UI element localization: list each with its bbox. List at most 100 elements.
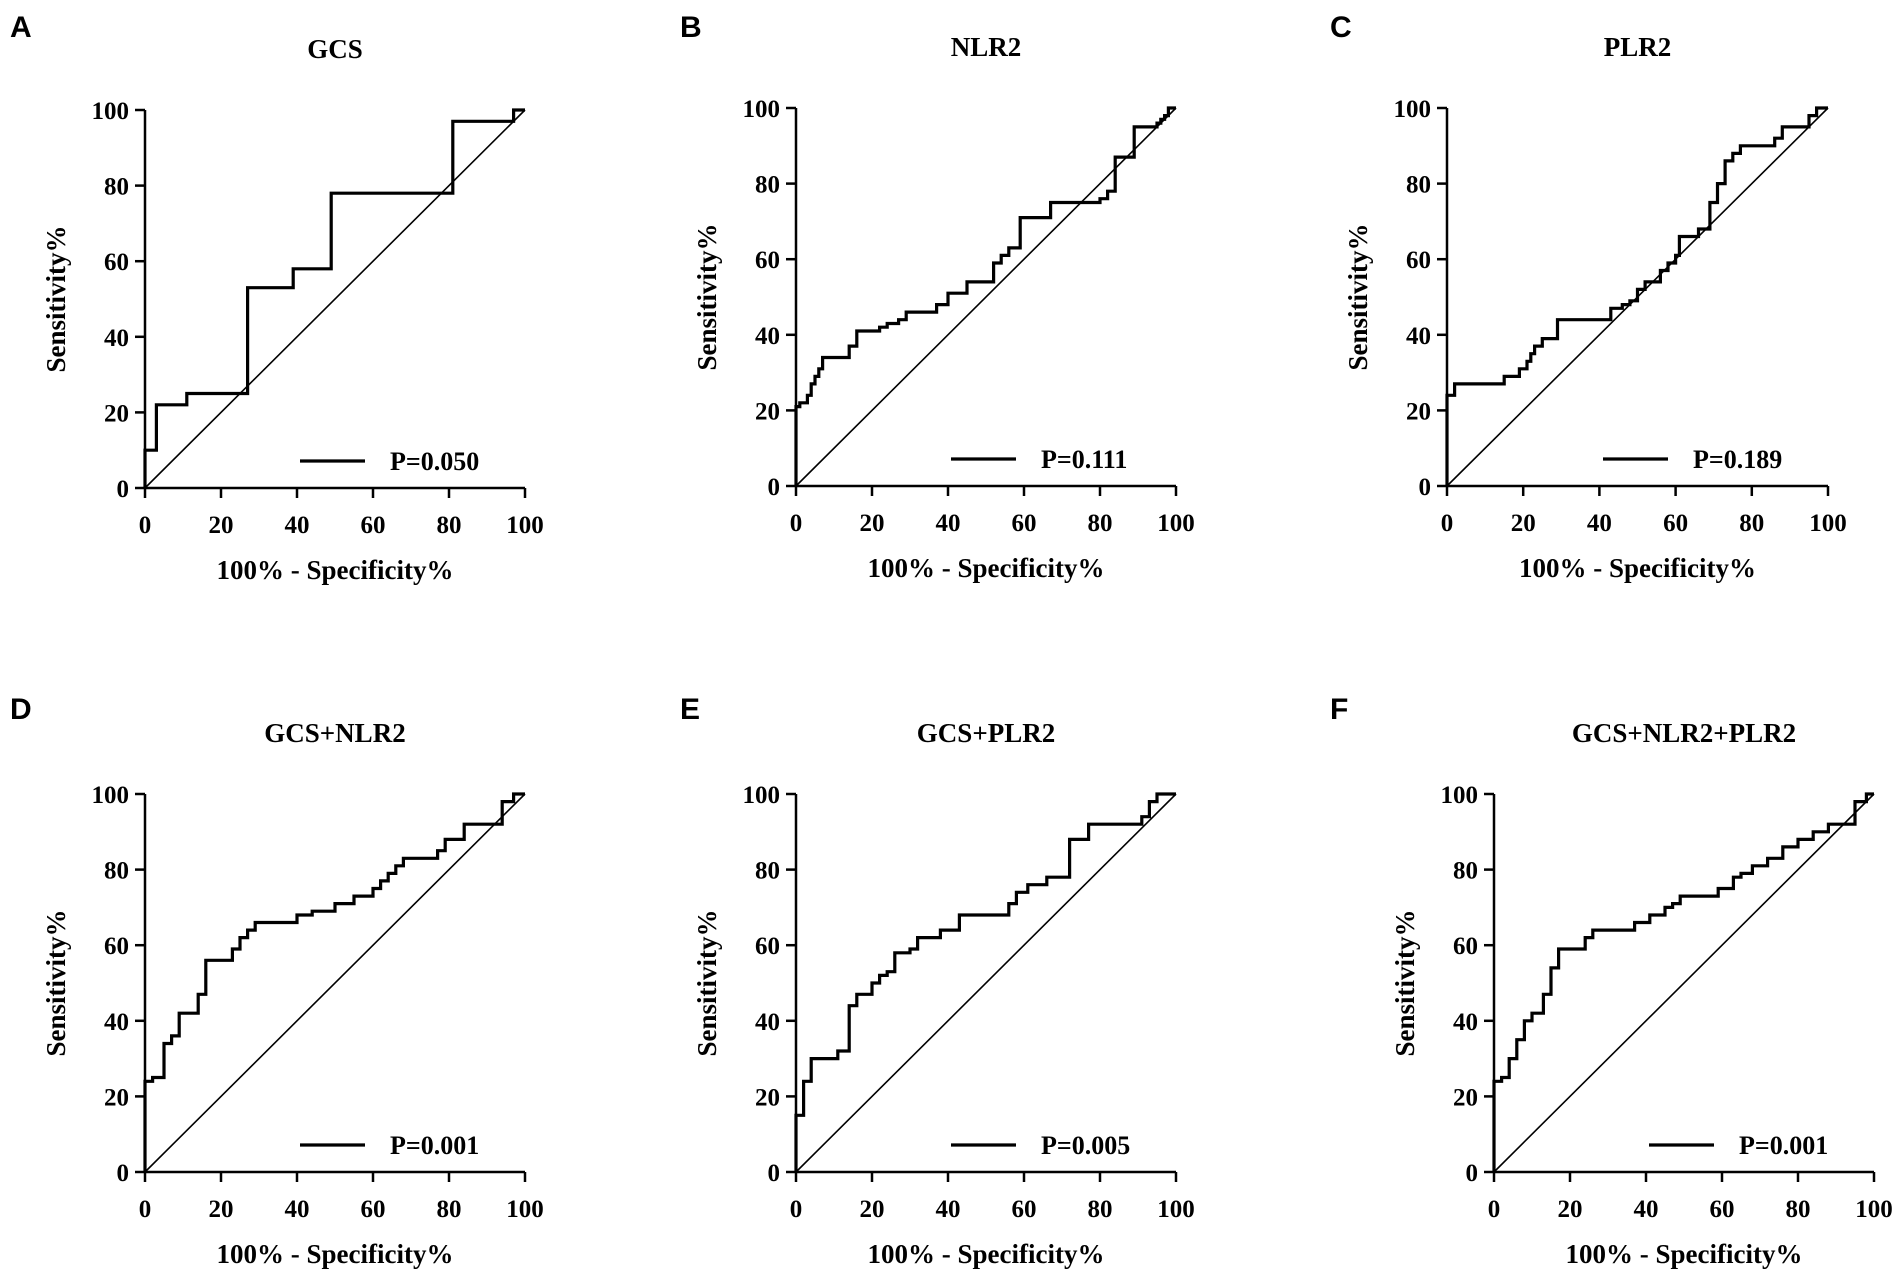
y-axis-title: Sensitivity% bbox=[1343, 223, 1373, 370]
y-tick-label: 60 bbox=[1406, 247, 1431, 274]
chart-title: NLR2 bbox=[951, 32, 1022, 62]
panel-letter: F bbox=[1330, 693, 1348, 726]
y-tick-label: 40 bbox=[104, 325, 129, 352]
chart-title: GCS+NLR2 bbox=[264, 718, 405, 748]
y-tick-label: 80 bbox=[755, 858, 780, 885]
y-tick-label: 0 bbox=[768, 1160, 781, 1187]
roc-panel-e: E GCS+PLR2 0 20 40 60 80 100 0 20 40 60 80 100 100% - … bbox=[680, 693, 1195, 1269]
x-tick-label: 100 bbox=[506, 1196, 544, 1223]
x-tick-label: 40 bbox=[285, 1196, 310, 1223]
chart-title: GCS+PLR2 bbox=[917, 718, 1055, 748]
x-tick-label: 80 bbox=[437, 512, 462, 539]
y-tick-label: 100 bbox=[743, 96, 781, 123]
roc-panel-d: D GCS+NLR2 0 20 40 60 80 100 0 20 40 60 80 100 100% - … bbox=[10, 693, 544, 1269]
chart-title: PLR2 bbox=[1604, 32, 1672, 62]
panel-letter: D bbox=[10, 693, 32, 726]
x-tick-label: 40 bbox=[936, 1196, 961, 1223]
x-tick-label: 100 bbox=[1157, 510, 1195, 537]
y-tick-label: 60 bbox=[755, 933, 780, 960]
y-axis-title: Sensitivity% bbox=[692, 223, 722, 370]
x-axis-title: 100% - Specificity% bbox=[217, 1239, 454, 1269]
legend-p-value: P=0.001 bbox=[390, 1131, 479, 1160]
chart-title: GCS+NLR2+PLR2 bbox=[1572, 718, 1796, 748]
y-tick-label: 100 bbox=[1441, 782, 1479, 809]
x-tick-label: 80 bbox=[437, 1196, 462, 1223]
roc-curve-d bbox=[143, 792, 525, 1172]
roc-curve-a bbox=[143, 108, 525, 488]
x-tick-label: 80 bbox=[1088, 1196, 1113, 1223]
reference-diagonal bbox=[144, 109, 526, 489]
y-axis-title: Sensitivity% bbox=[41, 909, 71, 1056]
y-tick-label: 0 bbox=[117, 476, 130, 503]
x-tick-label: 20 bbox=[860, 510, 885, 537]
x-axis-title: 100% - Specificity% bbox=[868, 553, 1105, 583]
x-tick-label: 40 bbox=[1587, 510, 1612, 537]
x-axis-title: 100% - Specificity% bbox=[217, 555, 454, 585]
roc-curve-b bbox=[794, 106, 1176, 486]
reference-diagonal bbox=[795, 107, 1177, 487]
x-tick-label: 60 bbox=[361, 512, 386, 539]
y-tick-label: 80 bbox=[1406, 172, 1431, 199]
x-tick-label: 0 bbox=[790, 1196, 803, 1223]
x-tick-label: 60 bbox=[1663, 510, 1688, 537]
x-tick-label: 20 bbox=[1558, 1196, 1583, 1223]
y-tick-label: 60 bbox=[104, 249, 129, 276]
legend-p-value: P=0.111 bbox=[1041, 445, 1127, 474]
x-tick-label: 80 bbox=[1786, 1196, 1811, 1223]
reference-diagonal bbox=[144, 793, 526, 1173]
y-tick-label: 80 bbox=[104, 858, 129, 885]
y-tick-label: 0 bbox=[117, 1160, 130, 1187]
y-tick-label: 80 bbox=[755, 172, 780, 199]
y-tick-label: 20 bbox=[1406, 398, 1431, 425]
legend-p-value: P=0.005 bbox=[1041, 1131, 1130, 1160]
y-tick-label: 20 bbox=[104, 400, 129, 427]
y-tick-label: 60 bbox=[104, 933, 129, 960]
x-tick-label: 60 bbox=[1012, 1196, 1037, 1223]
x-tick-label: 20 bbox=[209, 1196, 234, 1223]
x-axis-title: 100% - Specificity% bbox=[1519, 553, 1756, 583]
roc-panel-c: C PLR2 0 20 40 60 80 100 0 20 40 60 80 100 100% - Spec… bbox=[1330, 11, 1847, 583]
roc-curve-f bbox=[1492, 792, 1874, 1172]
x-tick-label: 100 bbox=[1855, 1196, 1893, 1223]
y-tick-label: 80 bbox=[104, 174, 129, 201]
y-tick-label: 80 bbox=[1453, 858, 1478, 885]
panel-letter: B bbox=[680, 11, 702, 44]
x-tick-label: 20 bbox=[860, 1196, 885, 1223]
y-tick-label: 40 bbox=[1406, 323, 1431, 350]
y-tick-label: 0 bbox=[1419, 474, 1432, 501]
x-tick-label: 60 bbox=[1012, 510, 1037, 537]
y-tick-label: 20 bbox=[1453, 1084, 1478, 1111]
x-axis-title: 100% - Specificity% bbox=[1566, 1239, 1803, 1269]
panel-letter: A bbox=[10, 11, 32, 44]
x-tick-label: 0 bbox=[139, 1196, 152, 1223]
x-tick-label: 40 bbox=[1634, 1196, 1659, 1223]
x-tick-label: 20 bbox=[209, 512, 234, 539]
x-tick-label: 60 bbox=[1710, 1196, 1735, 1223]
roc-curve-c bbox=[1445, 106, 1828, 486]
x-tick-label: 0 bbox=[1441, 510, 1454, 537]
x-tick-label: 40 bbox=[285, 512, 310, 539]
legend-p-value: P=0.189 bbox=[1693, 445, 1782, 474]
x-axis-title: 100% - Specificity% bbox=[868, 1239, 1105, 1269]
y-tick-label: 100 bbox=[92, 782, 130, 809]
x-tick-label: 100 bbox=[1157, 1196, 1195, 1223]
chart-title: GCS bbox=[307, 34, 363, 64]
y-axis-title: Sensitivity% bbox=[692, 909, 722, 1056]
y-tick-label: 40 bbox=[755, 323, 780, 350]
roc-curve-e bbox=[794, 792, 1176, 1172]
y-axis-title: Sensitivity% bbox=[1390, 909, 1420, 1056]
y-tick-label: 60 bbox=[1453, 933, 1478, 960]
panel-letter: C bbox=[1330, 11, 1352, 44]
roc-panel-f: F GCS+NLR2+PLR2 0 20 40 60 80 100 0 20 40 60 80 100 10… bbox=[1330, 693, 1893, 1269]
x-tick-label: 20 bbox=[1511, 510, 1536, 537]
y-axis-title: Sensitivity% bbox=[41, 225, 71, 372]
x-tick-label: 0 bbox=[1488, 1196, 1501, 1223]
y-tick-label: 100 bbox=[1394, 96, 1432, 123]
x-tick-label: 0 bbox=[790, 510, 803, 537]
reference-diagonal bbox=[795, 793, 1177, 1173]
roc-panel-a: A GCS 0 20 40 60 80 100 0 20 40 60 80 100 100% - Speci… bbox=[10, 11, 544, 585]
y-tick-label: 40 bbox=[1453, 1009, 1478, 1036]
x-tick-label: 100 bbox=[506, 512, 544, 539]
legend-p-value: P=0.001 bbox=[1739, 1131, 1828, 1160]
